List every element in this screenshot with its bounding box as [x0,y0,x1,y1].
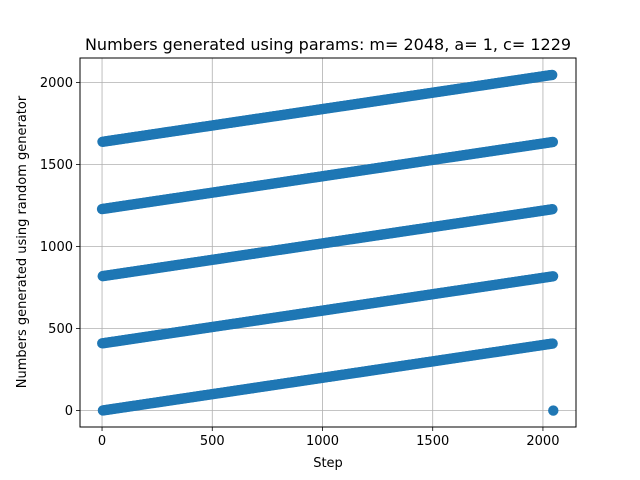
scatter-point [547,338,558,349]
ticks: 0 500 1000 1500 2000 0 500 1000 1500 2000 [40,76,560,449]
x-tick-label: 1000 [306,434,339,449]
y-tick-label: 1000 [40,240,73,255]
axes-frame [79,57,577,428]
scatter-point [547,271,559,282]
y-tick-label: 1500 [40,158,73,173]
y-axis-label: Numbers generated using random generator [15,95,30,388]
x-tick-label: 500 [200,434,225,449]
chart-title: Numbers generated using params: m= 2048,… [85,35,571,54]
scatter-point [547,136,559,148]
x-tick-label: 1500 [416,434,449,449]
x-axis-label: Step [313,456,343,471]
y-tick-label: 500 [48,322,73,337]
y-tick-label: 2000 [40,76,73,91]
y-tick-label: 0 [65,404,73,419]
x-tick-label: 0 [98,434,106,449]
x-tick-label: 2000 [526,434,559,449]
data-points [96,69,559,416]
scatter-point [547,204,558,215]
scatter-point [548,405,559,416]
scatter-point [546,69,558,81]
